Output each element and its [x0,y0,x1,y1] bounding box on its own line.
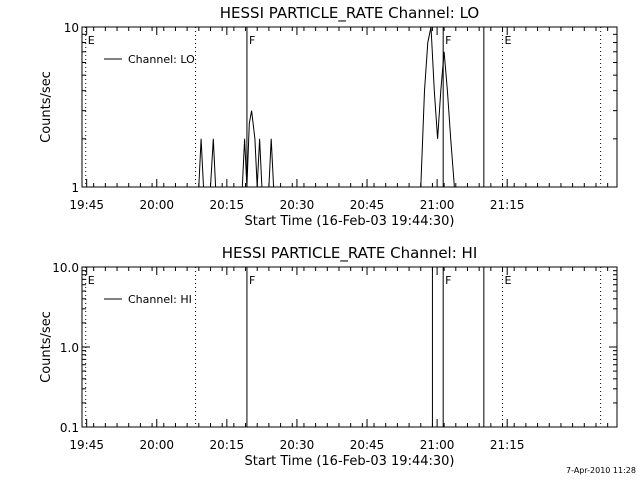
panel2-x-tick-label: 20:00 [139,438,174,452]
panel2-event-label: E [88,274,95,287]
panel1-legend-label: Channel: LO [128,53,195,66]
panel2-event-label: F [249,274,255,287]
panel1-x-tick-label: 21:00 [420,198,455,212]
panel1-y-axis-label: Counts/sec [39,71,54,143]
panel2-event-label: E [505,274,512,287]
panel1-x-axis-label: Start Time (16-Feb-03 19:44:30) [245,214,455,229]
panel2-x-tick-label: 21:00 [420,438,455,452]
panel2-x-axis-label: Start Time (16-Feb-03 19:44:30) [245,454,455,469]
panel2-y-tick-label: 1.0 [60,341,79,355]
panel2-chart-title: HESSI PARTICLE_RATE Channel: HI [222,244,478,263]
panel1-series-line [198,26,455,188]
panel2-event-label: F [445,274,451,287]
panel1-x-tick-label: 19:45 [69,198,104,212]
panel1-event-label: F [445,34,451,47]
panel1-chart-title: HESSI PARTICLE_RATE Channel: LO [220,4,479,23]
panel2-x-tick-label: 20:45 [350,438,385,452]
panel1-event-label: E [505,34,512,47]
panel2-legend-label: Channel: HI [128,293,192,306]
panel2-plot-frame [81,266,618,428]
panel2-y-tick-label: 10.0 [52,261,79,275]
panel1-y-tick-label: 1 [71,181,79,195]
panel1-x-tick-label: 20:45 [350,198,385,212]
panel1-event-label: E [88,34,95,47]
panel1-x-tick-label: 21:15 [490,198,525,212]
panel1-x-tick-label: 20:15 [210,198,245,212]
panel2-x-tick-label: 19:45 [69,438,104,452]
panel1-event-label: F [249,34,255,47]
panel2-x-tick-label: 20:15 [210,438,245,452]
panel1-y-tick-label: 10 [64,21,79,35]
footer-timestamp: 7-Apr-2010 11:28 [566,466,636,475]
panel2-y-tick-label: 0.1 [60,421,79,435]
panel2-y-axis-label: Counts/sec [39,311,54,383]
panel1-x-tick-label: 20:30 [280,198,315,212]
panel2-x-tick-label: 20:30 [280,438,315,452]
panel2-x-tick-label: 21:15 [490,438,525,452]
panel1-x-tick-label: 20:00 [139,198,174,212]
panel1-plot-frame [81,26,618,188]
